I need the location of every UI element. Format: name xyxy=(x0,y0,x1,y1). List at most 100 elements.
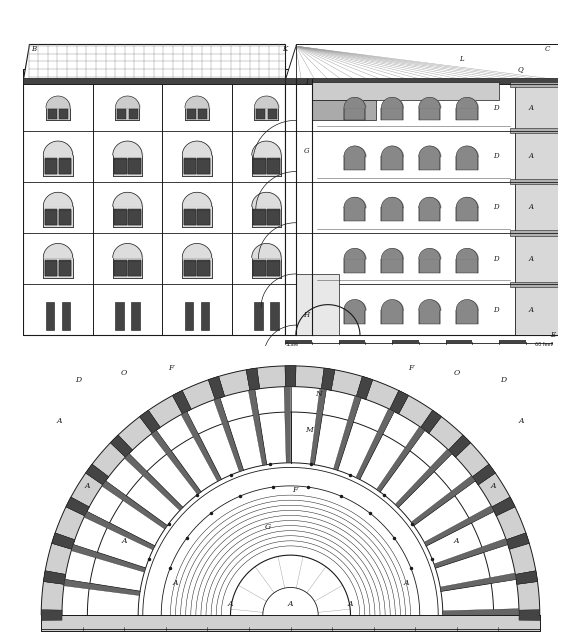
Text: E: E xyxy=(550,332,555,339)
Bar xyxy=(253,209,266,225)
Bar xyxy=(113,155,142,175)
Polygon shape xyxy=(395,449,452,508)
Polygon shape xyxy=(66,497,89,516)
Text: A: A xyxy=(288,600,293,607)
Polygon shape xyxy=(284,387,290,463)
Polygon shape xyxy=(472,464,496,485)
Bar xyxy=(198,209,210,225)
Polygon shape xyxy=(321,368,335,390)
Polygon shape xyxy=(214,398,243,472)
Bar xyxy=(114,159,127,174)
Bar xyxy=(45,209,58,225)
Polygon shape xyxy=(356,409,394,479)
Bar xyxy=(198,261,210,276)
Bar xyxy=(131,302,140,330)
Text: F: F xyxy=(292,486,297,495)
Polygon shape xyxy=(356,376,373,399)
Bar xyxy=(510,128,558,133)
Text: H: H xyxy=(303,311,310,319)
Polygon shape xyxy=(515,571,537,584)
Bar xyxy=(187,109,196,118)
Bar xyxy=(267,157,279,174)
Polygon shape xyxy=(411,476,475,525)
Polygon shape xyxy=(151,430,201,495)
Polygon shape xyxy=(139,410,160,433)
Bar xyxy=(46,108,70,120)
Polygon shape xyxy=(173,390,191,414)
Polygon shape xyxy=(246,368,260,390)
Bar xyxy=(312,82,499,100)
Text: 60 feet: 60 feet xyxy=(535,342,553,347)
Text: F: F xyxy=(168,364,173,372)
Bar xyxy=(182,206,211,227)
Bar xyxy=(23,78,285,84)
Bar xyxy=(59,209,71,225)
Polygon shape xyxy=(85,464,109,485)
Text: A: A xyxy=(228,600,233,607)
Polygon shape xyxy=(310,388,327,465)
Polygon shape xyxy=(173,390,191,414)
Text: D: D xyxy=(500,376,506,384)
Bar xyxy=(59,109,69,118)
Bar xyxy=(23,69,285,335)
Bar xyxy=(256,109,266,118)
Polygon shape xyxy=(506,533,529,549)
Bar xyxy=(419,108,440,120)
Polygon shape xyxy=(181,412,221,481)
Text: D: D xyxy=(493,204,499,211)
Polygon shape xyxy=(440,573,516,591)
Polygon shape xyxy=(23,44,285,79)
Text: Scale: Scale xyxy=(285,342,298,347)
Text: D: D xyxy=(493,306,499,314)
Text: G: G xyxy=(304,147,309,155)
Bar xyxy=(252,155,281,175)
Bar xyxy=(267,210,279,225)
Bar xyxy=(198,210,210,225)
Bar xyxy=(456,156,478,170)
Polygon shape xyxy=(449,435,471,457)
Polygon shape xyxy=(515,571,537,584)
Text: A: A xyxy=(57,417,62,425)
Polygon shape xyxy=(285,366,296,387)
Bar xyxy=(456,207,478,221)
Text: G: G xyxy=(264,524,271,531)
Polygon shape xyxy=(492,497,515,516)
Bar xyxy=(128,157,141,174)
Polygon shape xyxy=(110,435,132,457)
Bar xyxy=(198,159,210,174)
Polygon shape xyxy=(443,609,519,615)
Bar xyxy=(419,310,440,324)
Bar xyxy=(381,207,403,221)
Bar xyxy=(270,302,279,330)
Text: A: A xyxy=(454,537,460,545)
Bar xyxy=(41,615,540,631)
Polygon shape xyxy=(208,376,225,399)
Bar xyxy=(267,159,279,174)
Polygon shape xyxy=(246,368,260,390)
Bar xyxy=(182,257,211,278)
Polygon shape xyxy=(333,396,361,470)
Bar xyxy=(296,274,339,335)
Bar xyxy=(198,260,210,276)
Text: Q: Q xyxy=(518,65,523,73)
Text: N: N xyxy=(315,390,321,397)
Bar xyxy=(45,157,58,174)
Bar xyxy=(499,340,526,342)
Bar xyxy=(344,310,365,324)
Text: L: L xyxy=(459,55,464,63)
Bar xyxy=(419,156,440,170)
Bar xyxy=(114,261,127,276)
Bar xyxy=(510,179,558,184)
Polygon shape xyxy=(506,533,529,549)
Bar xyxy=(114,260,127,276)
Bar xyxy=(185,108,209,120)
Bar xyxy=(184,210,196,225)
Bar xyxy=(44,257,73,278)
Bar xyxy=(510,82,558,87)
Bar xyxy=(114,209,127,225)
Bar xyxy=(285,340,312,342)
Bar xyxy=(45,159,58,174)
Text: A: A xyxy=(85,482,90,490)
Text: A: A xyxy=(519,417,524,425)
Bar xyxy=(285,78,558,84)
